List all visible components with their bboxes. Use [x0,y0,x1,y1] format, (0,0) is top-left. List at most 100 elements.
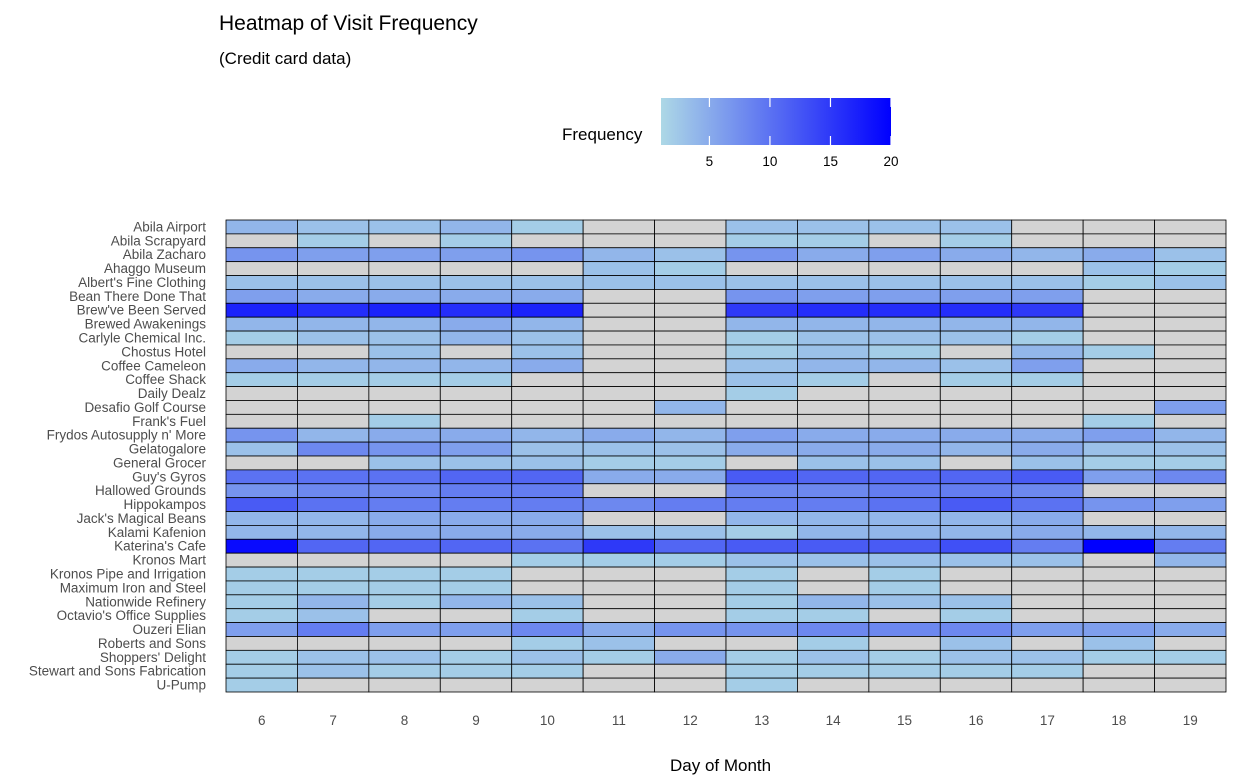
heatmap-cell [1082,525,1155,540]
heatmap-cell [511,233,584,249]
heatmap-cell [368,594,441,610]
heatmap-cell [439,566,513,582]
heatmap-cell [225,483,298,499]
chart-title: Heatmap of Visit Frequency [219,12,478,35]
x-tick-label: 11 [612,713,626,728]
heatmap-cell [1082,316,1155,332]
heatmap-cell [368,649,441,665]
heatmap-cell [439,330,513,346]
heatmap-cell [1154,636,1227,651]
heatmap-cell [582,413,655,429]
heatmap-cell [582,400,655,415]
heatmap-cell [725,413,798,429]
heatmap-cell [939,677,1013,693]
heatmap-cell [725,580,798,596]
heatmap-cell [511,427,584,443]
heatmap-cell [582,219,655,235]
heatmap-cell [1011,219,1084,235]
heatmap-cell [582,427,655,443]
heatmap-cell [582,330,655,346]
heatmap-cell [297,289,370,304]
heatmap-cell [297,302,370,318]
heatmap-cell [439,302,513,318]
heatmap-cell [511,677,584,693]
heatmap-cells [225,219,1227,693]
heatmap-cell [1011,316,1084,332]
y-tick-label: Abila Zacharo [123,247,206,262]
heatmap-cell [511,594,584,610]
heatmap-cell [511,316,584,332]
heatmap-cell [1011,455,1084,471]
heatmap-cell [582,247,655,263]
heatmap-cell [654,372,727,387]
heatmap-cell [939,649,1013,665]
heatmap-cell [511,441,584,457]
heatmap-cell [939,233,1013,249]
heatmap-cell [511,469,584,485]
heatmap-cell [439,219,513,235]
y-tick-label: Desafio Golf Course [84,400,206,415]
heatmap-cell [1082,275,1155,290]
heatmap-cell [297,400,370,415]
heatmap-cell [868,400,941,415]
y-tick-label: Gelatogalore [129,442,206,457]
y-tick-label: Brewed Awakenings [85,317,207,332]
heatmap-cell [368,400,441,415]
heatmap-cell [582,455,655,471]
heatmap-cell [297,636,370,651]
heatmap-cell [582,594,655,610]
heatmap-cell [582,677,655,693]
heatmap-cell [439,649,513,665]
heatmap-cell [797,330,870,346]
heatmap-cell [225,413,298,429]
heatmap-cell [1154,677,1227,693]
heatmap-cell [439,497,513,512]
heatmap-cell [1011,469,1084,485]
heatmap-cell [368,525,441,540]
heatmap-cell [225,511,298,526]
heatmap-cell [1082,455,1155,471]
heatmap-cell [725,316,798,332]
heatmap-cell [1082,413,1155,429]
heatmap-cell [368,455,441,471]
heatmap-cell [1154,441,1227,457]
heatmap-cell [725,677,798,693]
heatmap-cell [1154,483,1227,499]
heatmap-cell [439,538,513,554]
heatmap-cell [1154,289,1227,304]
heatmap-cell [225,233,298,249]
heatmap-cell [797,386,870,401]
heatmap-cell [654,552,727,568]
x-tick-label: 8 [401,713,409,728]
heatmap-cell [939,261,1013,276]
heatmap-cell [725,344,798,360]
y-tick-label: Daily Dealz [138,386,207,401]
heatmap-cell [654,400,727,415]
heatmap-cell [797,219,870,235]
legend-colorbar [661,98,891,145]
y-tick-label: Coffee Shack [125,372,206,387]
heatmap-cell [1011,247,1084,263]
heatmap-cell [797,441,870,457]
heatmap-cell [1154,663,1227,679]
heatmap-cell [939,594,1013,610]
heatmap-cell [368,289,441,304]
heatmap-cell [368,247,441,263]
heatmap-cell [368,622,441,637]
heatmap-cell [868,261,941,276]
heatmap-cell [1011,580,1084,596]
heatmap-cell [1154,233,1227,249]
heatmap-cell [797,247,870,263]
heatmap-cell [1082,608,1155,623]
heatmap-cell [654,302,727,318]
heatmap-cell [1154,219,1227,235]
heatmap-cell [1154,427,1227,443]
heatmap-cell [1082,483,1155,499]
heatmap-cell [511,649,584,665]
heatmap-cell [939,538,1013,554]
heatmap-cell [1154,469,1227,485]
y-tick-label: Carlyle Chemical Inc. [78,331,206,346]
heatmap-cell [797,580,870,596]
heatmap-cell [225,344,298,360]
heatmap-cell [582,372,655,387]
